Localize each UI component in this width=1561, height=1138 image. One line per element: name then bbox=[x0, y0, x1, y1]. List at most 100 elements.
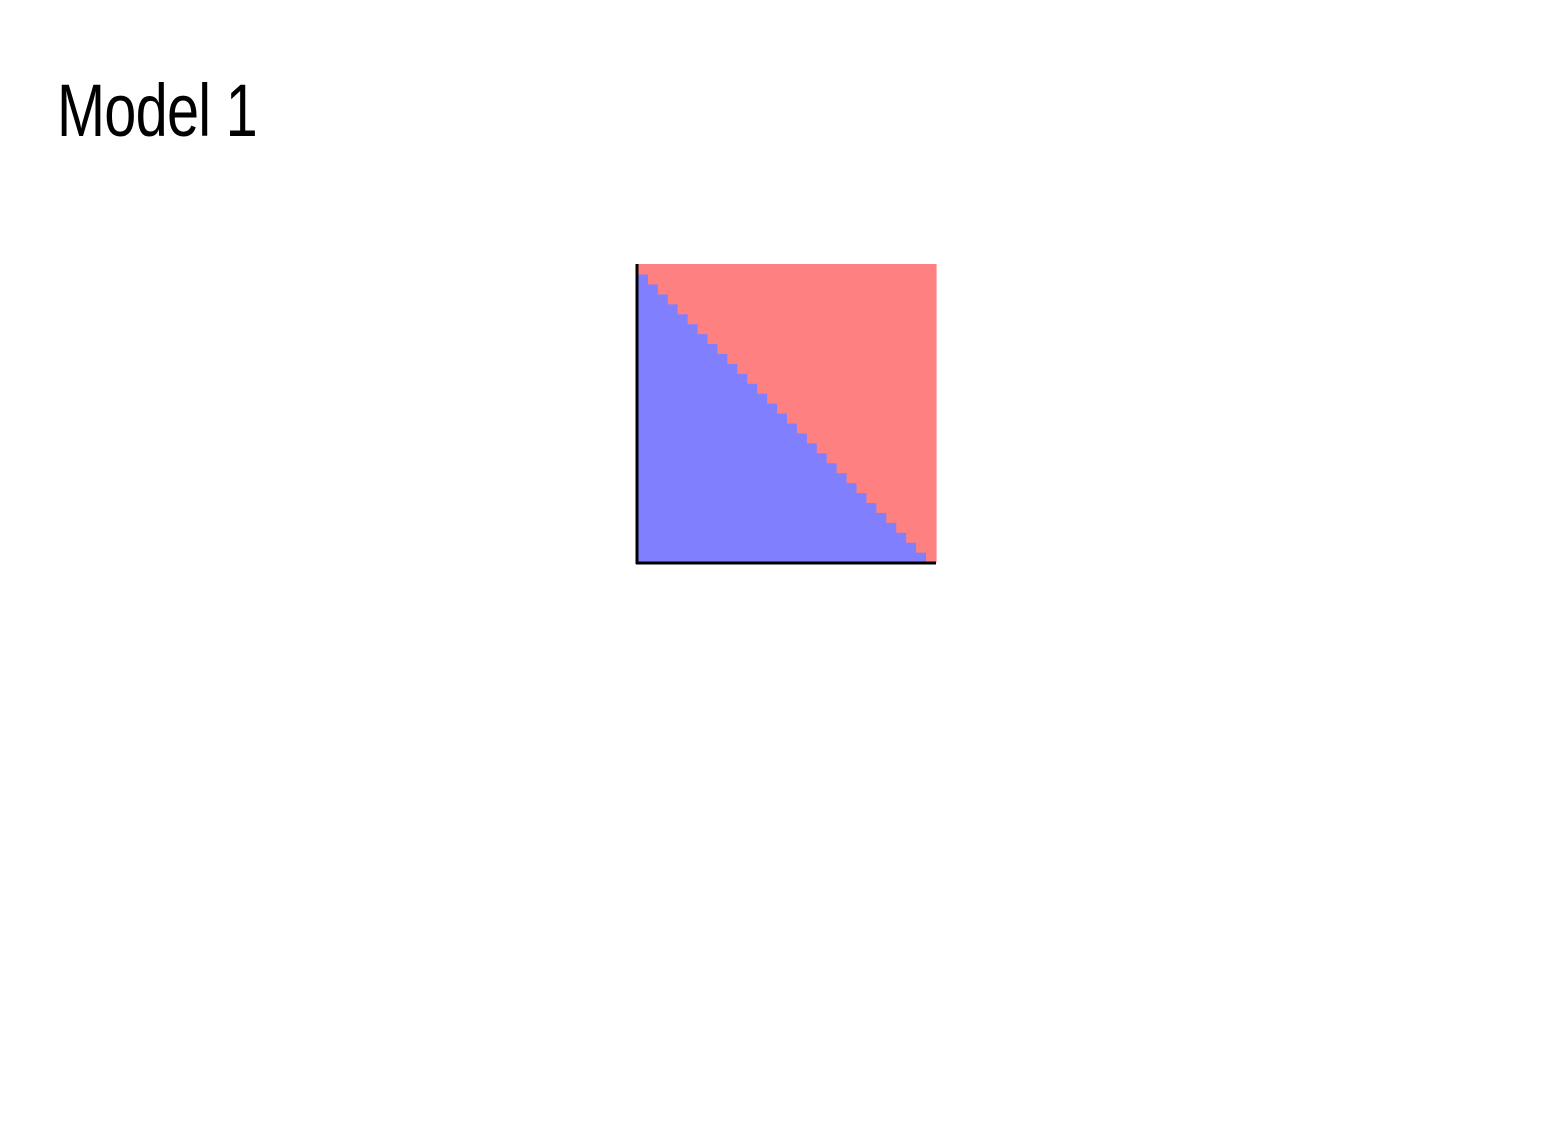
region-cell bbox=[777, 522, 788, 533]
region-cell bbox=[707, 552, 719, 563]
region-cell bbox=[767, 273, 778, 285]
decision-region-svg bbox=[635, 264, 937, 565]
region-cell bbox=[757, 383, 768, 394]
region-cell bbox=[677, 432, 689, 444]
region-cell bbox=[638, 313, 649, 325]
region-cell bbox=[638, 422, 649, 434]
region-cell bbox=[836, 273, 848, 285]
region-cell bbox=[876, 403, 887, 414]
region-cell bbox=[876, 343, 887, 354]
region-cell bbox=[717, 472, 728, 484]
region-cell bbox=[796, 323, 808, 335]
region-cell bbox=[916, 353, 927, 364]
region-cell bbox=[647, 363, 659, 374]
region-cell bbox=[777, 442, 788, 454]
region-cell bbox=[677, 323, 689, 335]
region-cell bbox=[737, 283, 748, 295]
region-cell bbox=[856, 283, 868, 295]
region-cell bbox=[757, 442, 768, 454]
region-cell bbox=[657, 432, 669, 444]
region-cell bbox=[836, 353, 848, 364]
region-cell bbox=[677, 383, 689, 394]
region-cell bbox=[876, 323, 887, 335]
region-cell bbox=[787, 363, 798, 374]
region-cell bbox=[866, 373, 877, 384]
region-cell bbox=[806, 293, 818, 305]
region-cell bbox=[916, 383, 927, 394]
region-cell bbox=[826, 552, 838, 563]
region-cell bbox=[737, 363, 748, 374]
region-cell bbox=[638, 442, 649, 454]
region-cell bbox=[697, 363, 709, 374]
region-cell bbox=[667, 512, 679, 523]
region-cell bbox=[826, 452, 838, 464]
region-cell bbox=[777, 313, 788, 325]
region-cell bbox=[896, 343, 907, 354]
region-cell bbox=[806, 522, 818, 533]
region-cell bbox=[707, 502, 719, 513]
region-cell bbox=[687, 373, 699, 384]
region-cell bbox=[767, 343, 778, 354]
region-cell bbox=[767, 532, 778, 543]
region-cell bbox=[737, 452, 748, 464]
region-cell bbox=[866, 283, 877, 295]
region-cell bbox=[767, 383, 778, 394]
region-cell bbox=[836, 472, 848, 484]
region-cell bbox=[906, 333, 917, 345]
region-cell bbox=[687, 522, 699, 533]
region-cell bbox=[707, 492, 719, 503]
region-cell bbox=[657, 452, 669, 464]
region-cell bbox=[707, 462, 719, 474]
region-cell bbox=[896, 532, 907, 543]
region-cell bbox=[896, 422, 907, 434]
region-cell bbox=[906, 492, 917, 503]
region-cell bbox=[717, 373, 728, 384]
region-cell bbox=[687, 283, 699, 295]
region-cell bbox=[717, 293, 728, 305]
region-cell bbox=[767, 413, 778, 424]
region-cell bbox=[687, 462, 699, 474]
region-cell bbox=[906, 293, 917, 305]
region-cell bbox=[836, 363, 848, 374]
region-cell bbox=[806, 363, 818, 374]
region-cell bbox=[916, 303, 927, 315]
region-cell bbox=[816, 353, 828, 364]
region-cell bbox=[707, 363, 719, 374]
region-cell bbox=[638, 512, 649, 523]
region-cell bbox=[846, 343, 858, 354]
region-cell bbox=[767, 353, 778, 364]
region-cell bbox=[886, 502, 897, 513]
region-cell bbox=[737, 422, 748, 434]
region-cell bbox=[737, 472, 748, 484]
region-cell bbox=[737, 512, 748, 523]
region-cell bbox=[667, 413, 679, 424]
region-cell bbox=[836, 502, 848, 513]
region-cell bbox=[806, 303, 818, 315]
region-cell bbox=[787, 532, 798, 543]
region-cell bbox=[717, 353, 728, 364]
region-cell bbox=[697, 343, 709, 354]
region-cell bbox=[677, 442, 689, 454]
region-cell bbox=[727, 442, 738, 454]
region-cell bbox=[876, 283, 887, 295]
region-cell bbox=[856, 313, 868, 325]
region-cell bbox=[916, 532, 927, 543]
region-cell bbox=[846, 323, 858, 335]
region-cell bbox=[677, 353, 689, 364]
region-cell bbox=[787, 492, 798, 503]
region-cell bbox=[926, 442, 937, 454]
region-cell bbox=[896, 442, 907, 454]
region-cell bbox=[757, 283, 768, 295]
region-cell bbox=[777, 343, 788, 354]
region-cell bbox=[647, 413, 659, 424]
region-cell bbox=[836, 393, 848, 404]
region-cell bbox=[896, 333, 907, 345]
region-cell bbox=[777, 323, 788, 335]
region-cell bbox=[737, 482, 748, 494]
region-cell bbox=[787, 462, 798, 474]
region-cell bbox=[856, 264, 868, 275]
region-cell bbox=[846, 373, 858, 384]
region-cell bbox=[687, 492, 699, 503]
region-cell bbox=[647, 492, 659, 503]
region-cell bbox=[816, 512, 828, 523]
